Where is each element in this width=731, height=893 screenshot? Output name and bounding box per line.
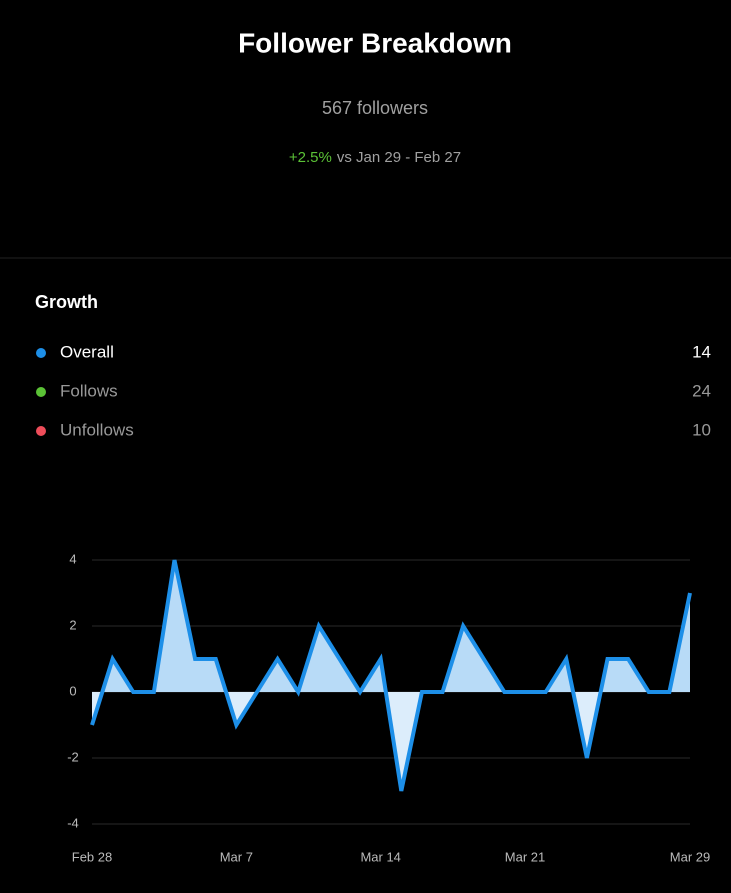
legend-value: 14 [692, 342, 711, 361]
legend-name: Follows [60, 381, 118, 400]
x-tick-label: Feb 28 [72, 849, 112, 864]
legend-name: Unfollows [60, 420, 134, 439]
legend-dot [36, 348, 46, 358]
legend-name: Overall [60, 342, 114, 361]
y-tick-label: -2 [67, 749, 79, 764]
area [92, 560, 690, 791]
x-tick-label: Mar 29 [670, 849, 710, 864]
legend-dot [36, 387, 46, 397]
title: Follower Breakdown [238, 27, 512, 58]
comparison: vs Jan 29 - Feb 27 [337, 149, 461, 166]
change-line: +2.5% vs Jan 29 - Feb 27 [289, 149, 461, 166]
subtitle: 567 followers [322, 98, 428, 118]
legend-dot [36, 426, 46, 436]
x-tick-label: Mar 7 [220, 849, 253, 864]
x-tick-label: Mar 21 [505, 849, 545, 864]
y-tick-label: 4 [69, 551, 76, 566]
change: +2.5% [289, 149, 332, 166]
chart: -4 -2 0 2 4 Feb 28 Mar 7 Mar 14 Mar 21 Mar 29 [67, 551, 710, 864]
y-tick-label: 2 [69, 617, 76, 632]
x-tick-label: Mar 14 [360, 849, 400, 864]
y-tick-label: -4 [67, 815, 79, 830]
section-title: Growth [35, 292, 98, 312]
y-tick-label: 0 [69, 683, 76, 698]
legend-value: 24 [692, 381, 711, 400]
legend-value: 10 [692, 420, 711, 439]
line [90, 559, 692, 792]
